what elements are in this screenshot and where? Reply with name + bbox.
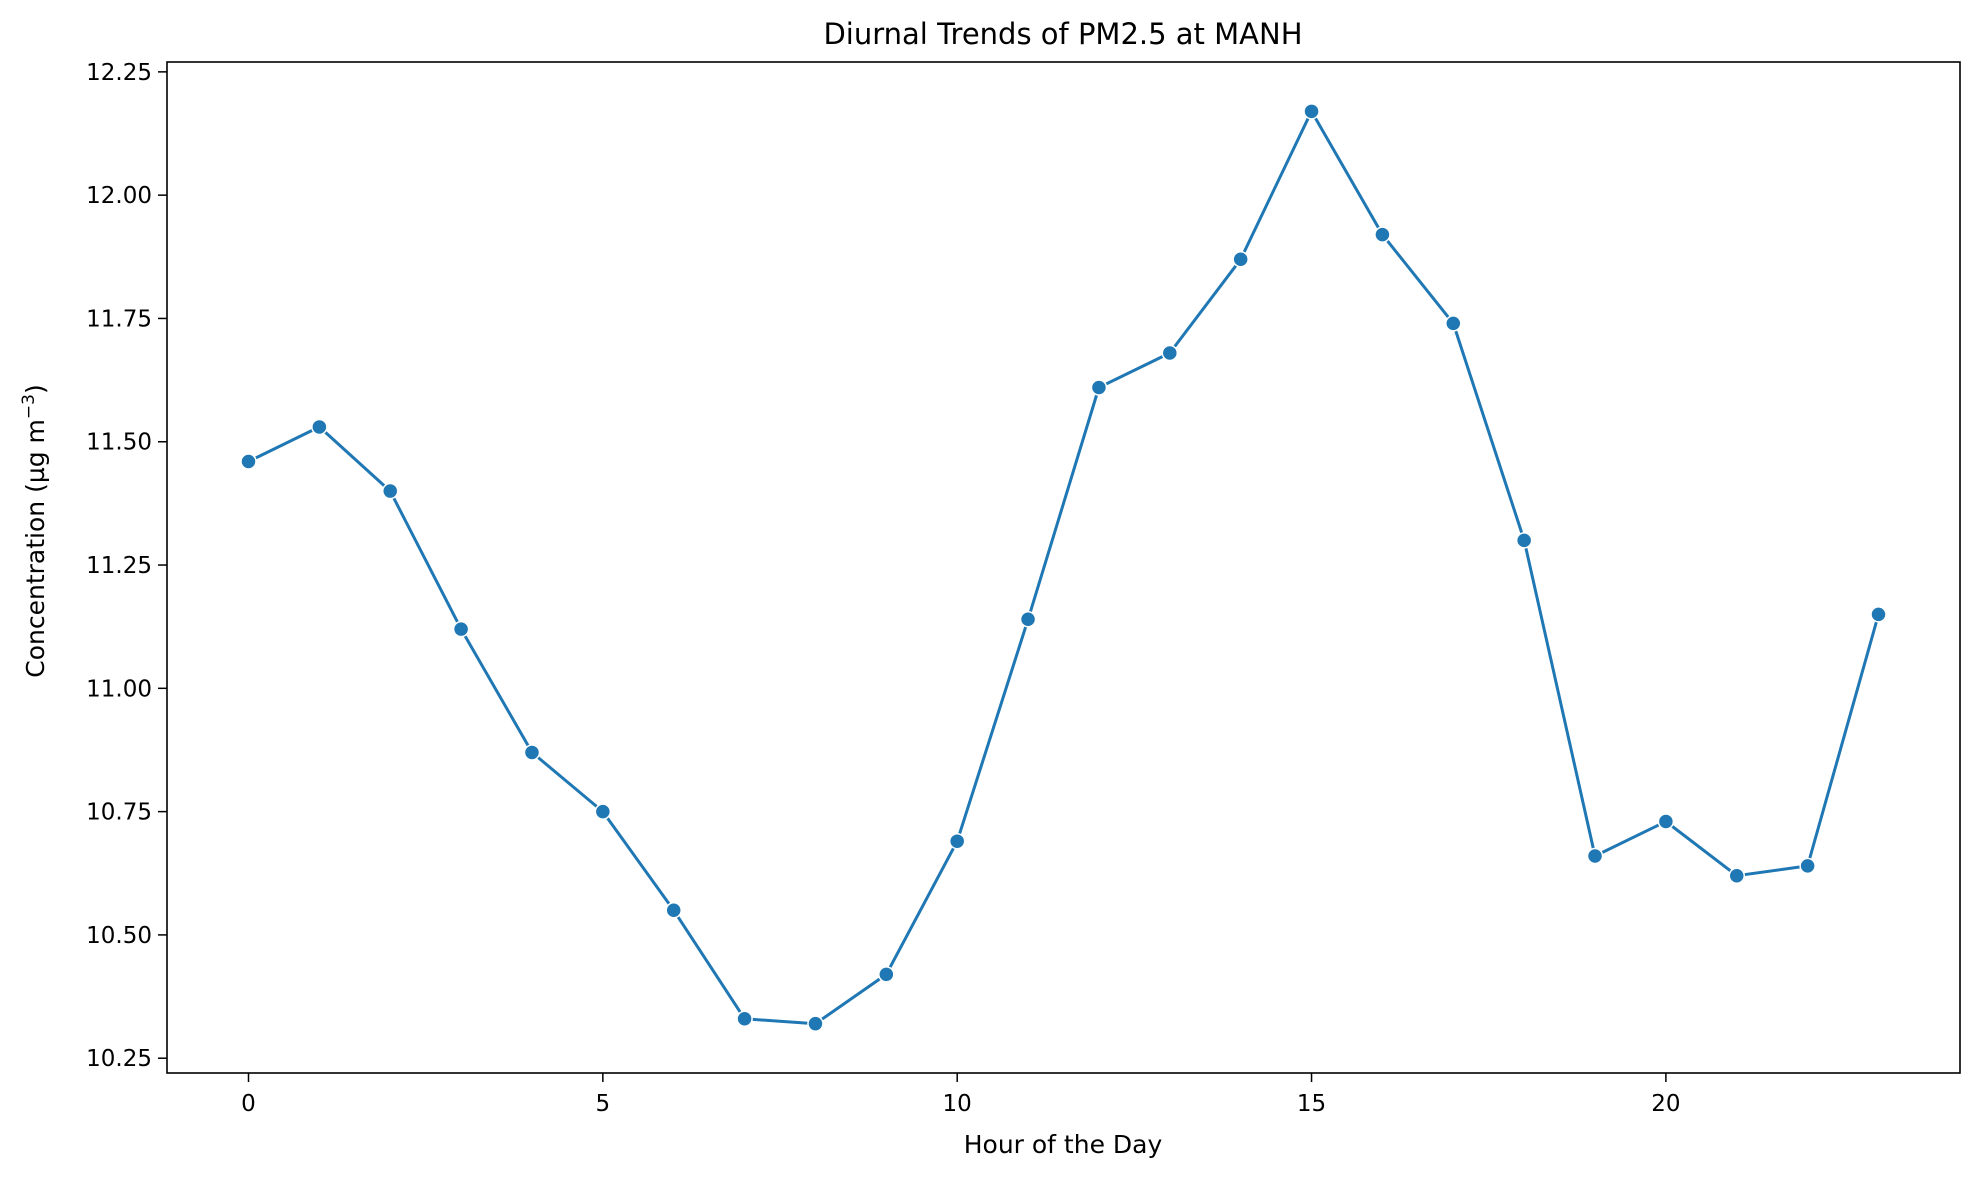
data-point <box>1799 857 1816 875</box>
data-point <box>665 902 682 919</box>
y-tick-label: 10.75 <box>86 800 152 826</box>
data-point <box>1090 379 1108 396</box>
y-axis-title-superscript: −3 <box>19 394 39 419</box>
plot-area: 0 5 10 15 20 10.25 10.50 10.75 11.00 11.25 11.50 11… <box>86 60 1961 1117</box>
data-point <box>1870 606 1887 623</box>
data-point <box>948 832 966 850</box>
data-point <box>523 744 541 761</box>
data-point <box>736 1010 753 1028</box>
data-point <box>1445 315 1462 332</box>
data-point <box>1515 532 1533 549</box>
y-tick-label: 12.00 <box>86 183 152 209</box>
x-tick-label: 5 <box>596 1091 611 1117</box>
y-axis-title-close: ) <box>21 384 50 394</box>
x-tick-label: 20 <box>1651 1091 1680 1117</box>
x-axis-title: Hour of the Day <box>964 1130 1163 1159</box>
x-tick-label: 0 <box>241 1091 256 1117</box>
data-point <box>594 803 612 820</box>
data-point <box>240 453 257 470</box>
data-point <box>1728 867 1746 884</box>
chart-title: Diurnal Trends of PM2.5 at MANH <box>823 17 1302 51</box>
y-tick-label: 12.25 <box>86 60 152 86</box>
y-tick-label: 11.25 <box>86 553 152 579</box>
y-tick-label: 11.75 <box>86 306 152 332</box>
y-tick-label: 11.00 <box>86 676 152 702</box>
y-axis-title-main: Concentration (µg m <box>21 419 50 678</box>
data-point <box>1586 847 1604 865</box>
data-point <box>452 620 470 638</box>
x-tick-label: 15 <box>1297 1091 1326 1117</box>
data-point <box>1161 344 1179 362</box>
data-point <box>381 482 399 500</box>
y-axis-title: Concentration (µg m−3) <box>19 384 50 677</box>
series-line <box>247 109 1880 1026</box>
y-tick-label: 10.25 <box>86 1046 152 1072</box>
data-point <box>1657 813 1675 830</box>
data-point <box>1303 103 1320 120</box>
data-point <box>807 1015 824 1032</box>
data-point <box>878 966 895 983</box>
data-point <box>1232 251 1249 268</box>
y-tick-label: 10.50 <box>86 923 152 949</box>
data-point <box>1019 611 1037 628</box>
y-tick-label: 11.50 <box>86 430 152 456</box>
x-tick-label: 10 <box>943 1091 972 1117</box>
plot-frame <box>166 61 1961 1074</box>
data-point <box>311 418 328 436</box>
data-point <box>1374 226 1391 243</box>
